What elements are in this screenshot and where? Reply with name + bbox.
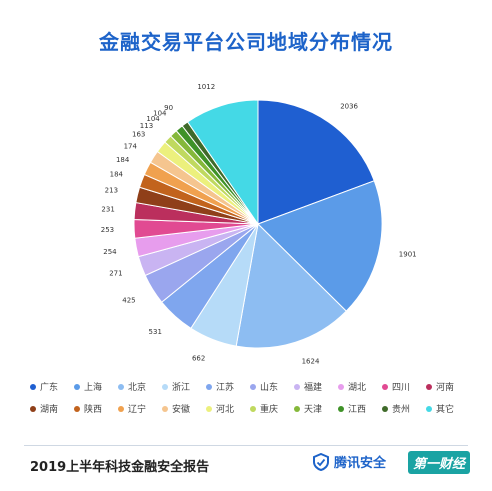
legend-swatch [382,405,388,412]
value-label-四川: 253 [101,226,114,234]
legend-label: 湖南 [40,405,59,415]
legend-item-贵州: 贵州 [382,402,426,415]
value-label-安徽: 174 [124,142,138,150]
value-label-湖南: 213 [105,187,118,195]
legend-swatch [338,383,344,390]
legend-item-广东: 广东 [30,380,74,393]
value-label-重庆: 113 [140,122,153,130]
legend-item-天津: 天津 [294,402,338,415]
legend-swatch [426,405,432,412]
legend-swatch [30,383,36,390]
legend-swatch [294,383,300,390]
legend-label: 天津 [304,405,323,415]
value-label-天津: 104 [146,115,160,123]
legend-item-重庆: 重庆 [250,402,294,415]
legend-label: 广东 [40,383,59,393]
value-label-湖北: 254 [103,248,117,256]
report-title: 2019上半年科技金融安全报告 [30,460,210,475]
legend-label: 河南 [436,383,455,393]
legend-label: 辽宁 [128,405,147,415]
value-label-上海: 1901 [399,251,417,259]
legend-item-江苏: 江苏 [206,380,250,393]
pie-slice-其它 [186,99,259,226]
legend-label: 重庆 [260,405,279,415]
brand-tencent-security: 腾讯安全 [312,452,386,471]
value-label-浙江: 662 [192,355,205,363]
legend-swatch [294,405,300,412]
brand-yicai: 第一财经 [408,451,471,474]
legend-label: 上海 [84,383,103,393]
chart-title: 金融交易平台公司地域分布情况 [99,30,393,54]
legend-item-山东: 山东 [250,380,294,393]
brand1-label: 腾讯安全 [334,456,387,471]
legend-label: 江苏 [216,383,235,393]
legend-item-江西: 江西 [338,402,382,415]
legend-item-辽宁: 辽宁 [118,402,162,415]
shield-icon [313,452,329,471]
legend-item-湖北: 湖北 [338,380,382,393]
legend-swatch [382,383,388,390]
legend-swatch [162,383,168,390]
legend-label: 贵州 [392,405,411,415]
legend-swatch [74,405,80,412]
legend-label: 陕西 [84,405,103,415]
value-label-辽宁: 184 [116,156,130,164]
legend-swatch [30,405,36,412]
legend-label: 江西 [348,405,367,415]
pie-slices [133,99,383,349]
value-label-贵州: 90 [164,104,173,112]
pie-chart: 2036 1901 1624 662 531 425 271 254 253 231 213 184 1… [101,83,417,366]
legend-item-福建: 福建 [294,380,338,393]
legend-item-上海: 上海 [74,380,118,393]
legend-item-北京: 北京 [118,380,162,393]
pie-value-labels: 2036 1901 1624 662 531 425 271 254 253 231 213 184 1… [101,83,417,366]
legend-item-湖南: 湖南 [30,402,74,415]
value-label-江西: 104 [153,109,167,117]
legend-label: 安徽 [172,405,191,415]
legend-item-河北: 河北 [206,402,250,415]
legend-swatch [206,405,212,412]
legend-label: 山东 [260,383,279,393]
value-label-其它: 1012 [197,83,215,91]
legend-label: 北京 [128,383,147,393]
legend-swatch [74,383,80,390]
legend: 广东 上海 北京 浙江 江苏 山东 福建 湖北 四川 河南湖南 陕西 辽宁 安徽 河北 重庆 天津 江西 贵州 其它 [30,380,470,415]
legend-item-陕西: 陕西 [74,402,118,415]
legend-item-四川: 四川 [382,380,426,393]
legend-label: 其它 [436,405,455,415]
legend-swatch [118,405,124,412]
legend-swatch [250,405,256,412]
value-label-河南: 231 [101,205,114,213]
legend-swatch [118,383,124,390]
legend-item-浙江: 浙江 [162,380,206,393]
legend-label: 河北 [216,405,235,415]
legend-swatch [162,405,168,412]
legend-swatch [206,383,212,390]
footer-divider [24,445,468,446]
value-label-北京: 1624 [302,358,320,366]
legend-swatch [426,383,432,390]
pie-slice-北京 [235,222,347,349]
pie-slice-广东 [257,99,375,225]
value-label-山东: 425 [122,296,135,304]
value-label-广东: 2036 [340,102,358,110]
legend-label: 福建 [304,383,323,393]
value-label-福建: 271 [109,270,122,278]
legend-item-其它: 其它 [426,402,470,415]
legend-label: 湖北 [348,383,367,393]
legend-label: 四川 [392,383,411,393]
legend-item-河南: 河南 [426,380,470,393]
value-label-河北: 163 [132,131,145,139]
legend-swatch [338,405,344,412]
pie-slice-上海 [257,180,383,312]
legend-swatch [250,383,256,390]
value-label-江苏: 531 [149,328,162,336]
legend-item-安徽: 安徽 [162,402,206,415]
value-label-陕西: 184 [110,170,124,178]
legend-label: 浙江 [172,383,191,393]
